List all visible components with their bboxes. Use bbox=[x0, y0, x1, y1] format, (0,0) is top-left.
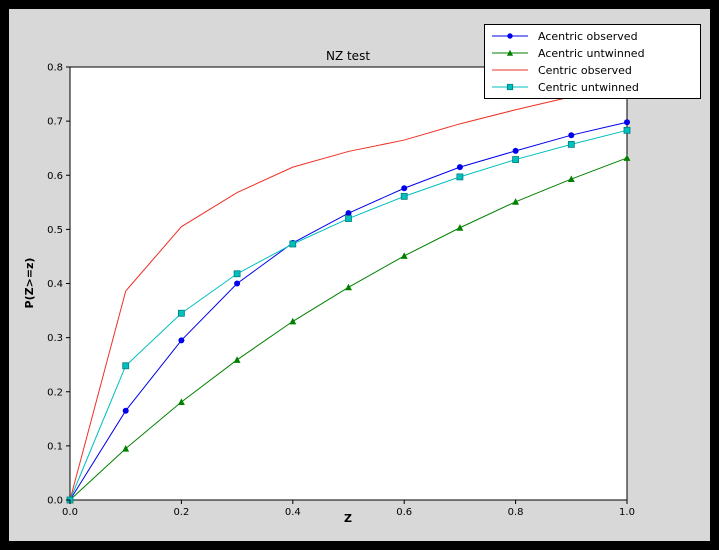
legend-entry: Acentric observed bbox=[490, 29, 694, 43]
circle-marker bbox=[234, 280, 241, 287]
square-marker bbox=[345, 215, 352, 222]
series-line bbox=[69, 87, 628, 501]
legend-line-sample bbox=[492, 69, 528, 71]
square-marker bbox=[456, 173, 464, 181]
square-marker bbox=[506, 83, 514, 91]
ticks-layer: 0.0 0.2 0.4 0.6 0.8 1.0 0.0 0.1 0.2 0.3 0.4 0.5 0.6 0… bbox=[47, 63, 635, 519]
circle-marker bbox=[401, 185, 408, 192]
triangle-marker bbox=[567, 175, 575, 183]
triangle-marker bbox=[289, 317, 297, 325]
triangle-marker bbox=[177, 398, 185, 406]
legend-line-sample bbox=[492, 49, 528, 56]
square-marker bbox=[623, 126, 631, 134]
legend-label: Acentric observed bbox=[538, 29, 638, 43]
y-tick-label: 0.7 bbox=[47, 117, 63, 128]
triangle-marker bbox=[400, 252, 408, 259]
circle-marker bbox=[345, 210, 352, 217]
triangle-marker bbox=[233, 356, 241, 363]
circle-marker bbox=[624, 119, 630, 126]
y-tick-label: 0.2 bbox=[47, 387, 63, 398]
legend-line-sample bbox=[492, 33, 528, 39]
legend-line-sample bbox=[492, 83, 528, 91]
legend-entry: Acentric untwinned bbox=[490, 46, 694, 60]
triangle-marker bbox=[122, 444, 130, 452]
square-marker bbox=[289, 240, 297, 248]
y-axis-label: P(Z>=z) bbox=[23, 258, 36, 309]
triangle-marker bbox=[512, 198, 520, 205]
square-marker bbox=[567, 140, 575, 148]
square-marker bbox=[512, 156, 519, 163]
y-tick-label: 0.8 bbox=[47, 63, 63, 74]
circle-marker bbox=[568, 132, 575, 139]
legend-label: Centric untwinned bbox=[538, 80, 639, 94]
x-tick-label: 0.2 bbox=[173, 507, 189, 518]
square-marker bbox=[122, 362, 130, 370]
x-tick-label: 0.0 bbox=[62, 507, 78, 518]
y-tick-label: 0.0 bbox=[47, 496, 63, 507]
circle-marker bbox=[507, 33, 513, 39]
triangle-marker bbox=[345, 283, 352, 291]
circle-marker bbox=[456, 164, 463, 171]
series-layer bbox=[66, 87, 631, 504]
x-tick-label: 0.8 bbox=[508, 507, 524, 518]
y-tick-label: 0.4 bbox=[47, 279, 63, 290]
circle-marker bbox=[512, 147, 519, 154]
x-tick-label: 0.4 bbox=[285, 507, 301, 518]
y-tick-label: 0.1 bbox=[47, 441, 63, 452]
legend-entry: Centric untwinned bbox=[490, 80, 694, 94]
x-tick-label: 0.6 bbox=[396, 507, 412, 518]
circle-marker bbox=[178, 337, 185, 344]
legend-entry: Centric observed bbox=[490, 63, 694, 77]
triangle-marker bbox=[506, 49, 514, 56]
y-tick-label: 0.6 bbox=[47, 171, 63, 182]
y-tick-label: 0.3 bbox=[47, 333, 63, 344]
square-marker bbox=[233, 270, 241, 278]
x-tick-label: 1.0 bbox=[619, 507, 635, 518]
legend-label: Acentric untwinned bbox=[538, 46, 645, 60]
y-tick-label: 0.5 bbox=[47, 225, 63, 236]
triangle-marker bbox=[623, 154, 631, 161]
legend-label: Centric observed bbox=[538, 63, 632, 77]
plot-area bbox=[69, 66, 628, 501]
circle-marker bbox=[122, 407, 129, 414]
square-marker bbox=[400, 192, 408, 200]
triangle-marker bbox=[456, 224, 464, 231]
chart-title: NZ test bbox=[326, 49, 370, 63]
legend: Acentric observed Acentric untwinned Centr… bbox=[484, 24, 701, 99]
square-marker bbox=[177, 309, 185, 317]
x-axis-label: Z bbox=[344, 512, 352, 525]
